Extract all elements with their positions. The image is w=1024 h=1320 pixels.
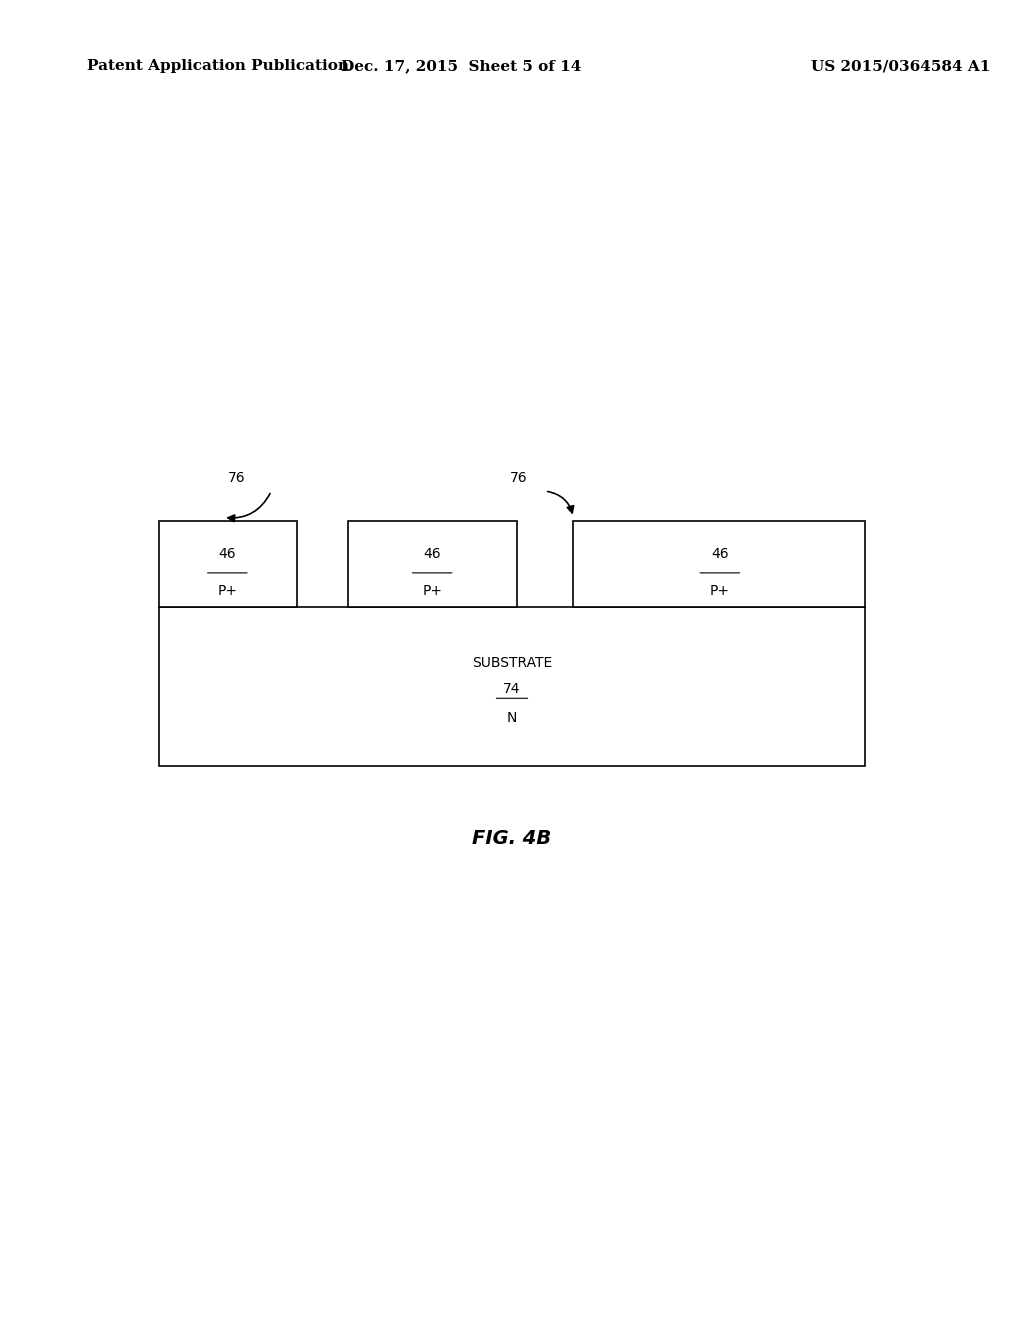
Text: P+: P+ — [710, 585, 730, 598]
Text: P+: P+ — [217, 585, 238, 598]
Text: FIG. 4B: FIG. 4B — [472, 829, 552, 847]
Text: P+: P+ — [422, 585, 442, 598]
Text: 46: 46 — [423, 548, 441, 561]
Text: N: N — [507, 711, 517, 725]
Text: SUBSTRATE: SUBSTRATE — [472, 656, 552, 669]
Text: US 2015/0364584 A1: US 2015/0364584 A1 — [811, 59, 991, 74]
Text: 76: 76 — [228, 471, 246, 484]
Bar — [159, 521, 297, 607]
Text: Patent Application Publication: Patent Application Publication — [87, 59, 349, 74]
Text: 46: 46 — [711, 548, 729, 561]
Bar — [348, 521, 517, 607]
Bar — [159, 607, 865, 766]
Text: Dec. 17, 2015  Sheet 5 of 14: Dec. 17, 2015 Sheet 5 of 14 — [341, 59, 581, 74]
Bar — [573, 521, 865, 607]
Text: 74: 74 — [503, 682, 521, 696]
Text: 76: 76 — [510, 471, 527, 484]
Text: 46: 46 — [218, 548, 237, 561]
